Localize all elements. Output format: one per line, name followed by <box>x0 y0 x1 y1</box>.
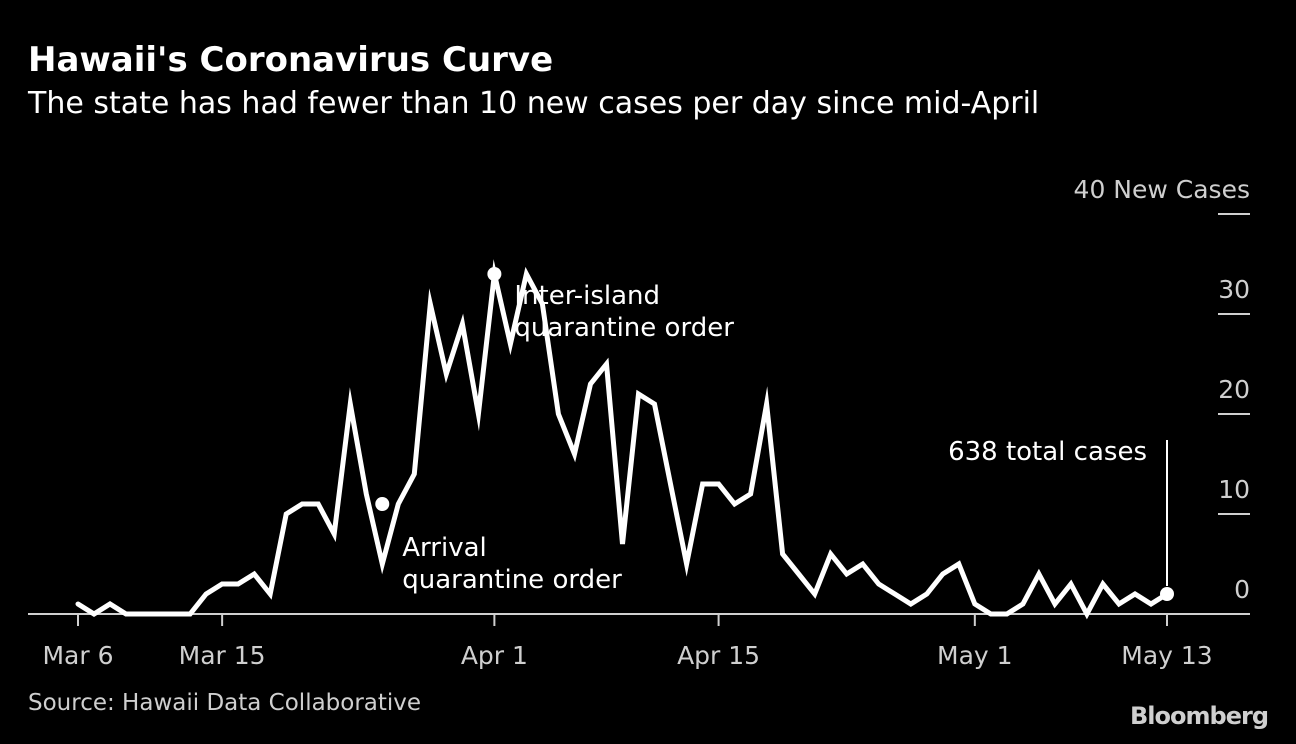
y-tick-label: 40 New Cases <box>1074 175 1250 204</box>
y-tick-label: 30 <box>1218 275 1250 304</box>
chart-source: Source: Hawaii Data Collaborative <box>28 690 422 716</box>
y-tick-label: 20 <box>1218 375 1250 404</box>
annotation-label: Inter-island <box>514 281 660 311</box>
x-tick-label: Apr 15 <box>677 641 760 670</box>
chart-title: Hawaii's Coronavirus Curve <box>28 40 554 80</box>
annotation-label: quarantine order <box>402 565 622 595</box>
y-tick-label: 0 <box>1234 575 1250 604</box>
chart-subtitle: The state has had fewer than 10 new case… <box>28 86 1040 121</box>
x-tick-label: May 13 <box>1121 641 1212 670</box>
annotation-label: Arrival <box>402 533 486 563</box>
x-tick-label: Apr 1 <box>461 641 528 670</box>
y-tick-label: 10 <box>1218 475 1250 504</box>
annotation-marker <box>375 497 390 511</box>
bloomberg-logo: Bloomberg <box>1130 702 1269 730</box>
x-tick-label: May 1 <box>937 641 1013 670</box>
annotation-label: 638 total cases <box>948 437 1147 467</box>
annotation-label: quarantine order <box>514 313 734 343</box>
series-line-0 <box>75 259 1170 620</box>
annotation-marker <box>487 267 502 281</box>
annotation-marker <box>1160 587 1174 601</box>
x-tick-label: Mar 6 <box>42 641 113 670</box>
x-tick-label: Mar 15 <box>179 641 266 670</box>
